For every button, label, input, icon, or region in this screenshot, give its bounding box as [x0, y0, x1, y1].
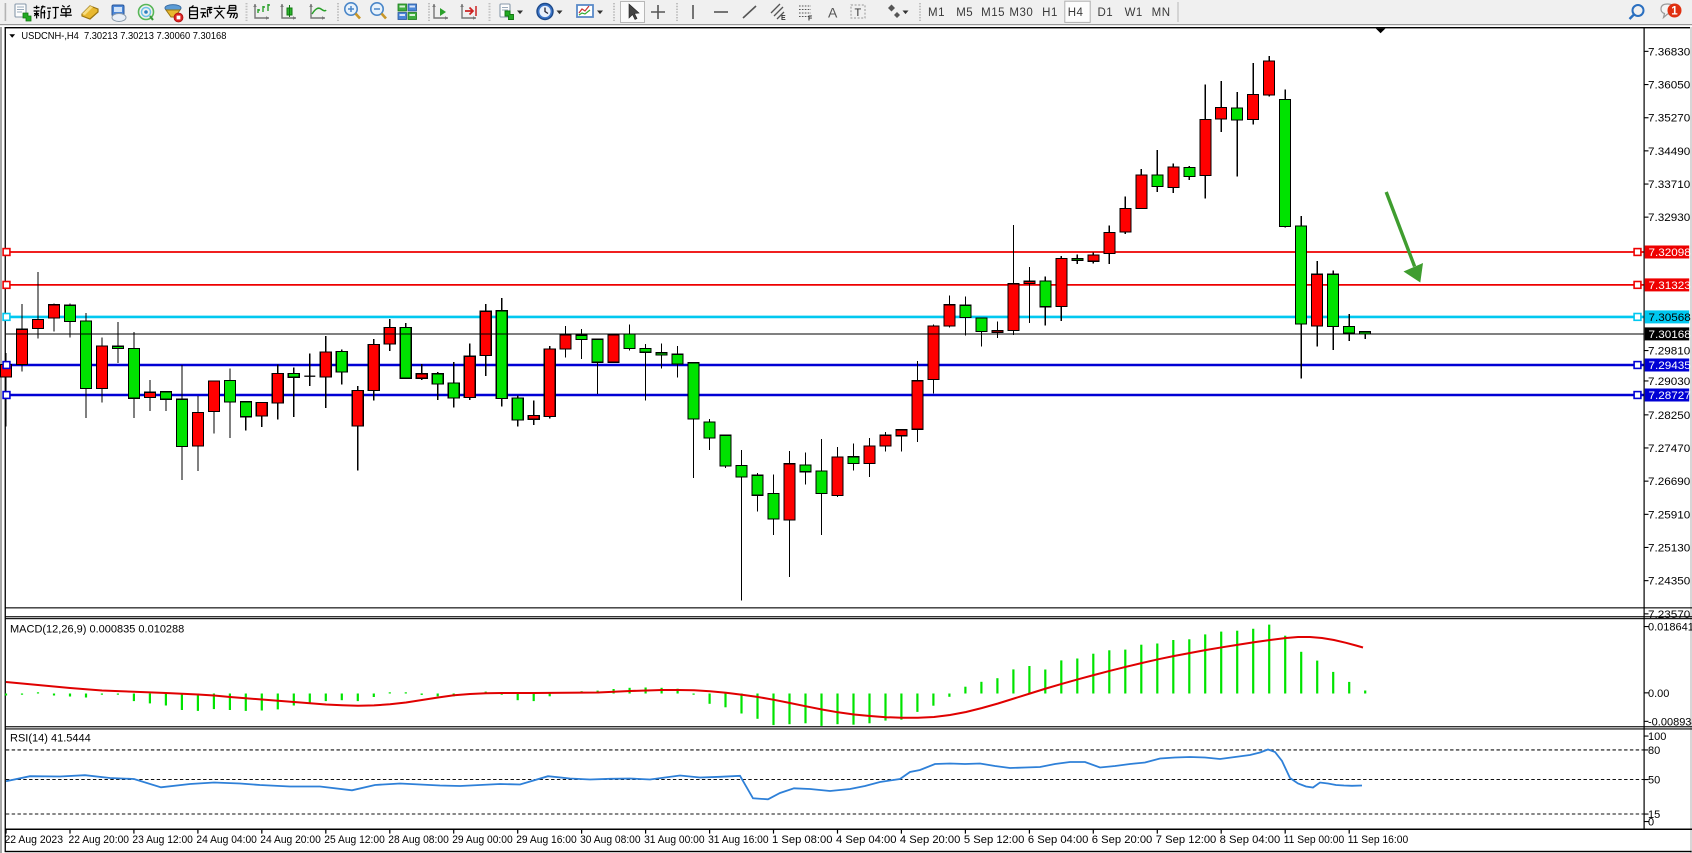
svg-text:T: T — [855, 7, 862, 19]
svg-text:4 Sep 20:00: 4 Sep 20:00 — [900, 834, 961, 846]
svg-text:23 Aug 12:00: 23 Aug 12:00 — [132, 834, 193, 846]
svg-text:D1: D1 — [1097, 7, 1113, 19]
svg-text:29 Aug 00:00: 29 Aug 00:00 — [452, 834, 513, 846]
svg-text:22 Aug 2023: 22 Aug 2023 — [5, 834, 64, 846]
svg-text:11 Sep 00:00: 11 Sep 00:00 — [1284, 834, 1345, 846]
svg-text:22 Aug 20:00: 22 Aug 20:00 — [69, 834, 130, 846]
svg-text:W1: W1 — [1125, 7, 1143, 19]
svg-text:A: A — [828, 5, 838, 21]
svg-text:7 Sep 12:00: 7 Sep 12:00 — [1156, 834, 1217, 846]
svg-text:1: 1 — [1671, 6, 1678, 18]
svg-text:7.29810: 7.29810 — [1648, 346, 1690, 358]
svg-text:7.27470: 7.27470 — [1648, 443, 1690, 455]
svg-text:MN: MN — [1152, 7, 1171, 19]
svg-text:M5: M5 — [956, 7, 973, 19]
svg-text:11 Sep 16:00: 11 Sep 16:00 — [1348, 834, 1409, 846]
svg-text:7.32098: 7.32098 — [1649, 247, 1691, 259]
svg-text:7.24350: 7.24350 — [1648, 576, 1690, 588]
svg-text:7.33710: 7.33710 — [1648, 179, 1690, 191]
svg-text:7.32930: 7.32930 — [1648, 212, 1690, 224]
svg-text:31 Aug 16:00: 31 Aug 16:00 — [708, 834, 769, 846]
svg-text:7.29030: 7.29030 — [1648, 376, 1690, 388]
svg-text:30 Aug 08:00: 30 Aug 08:00 — [580, 834, 641, 846]
svg-text:25 Aug 12:00: 25 Aug 12:00 — [324, 834, 385, 846]
svg-text:M15: M15 — [981, 7, 1005, 19]
svg-text:1 Sep 08:00: 1 Sep 08:00 — [772, 834, 833, 846]
svg-text:24 Aug 04:00: 24 Aug 04:00 — [196, 834, 257, 846]
svg-text:100: 100 — [1648, 731, 1666, 743]
svg-text:28 Aug 08:00: 28 Aug 08:00 — [388, 834, 449, 846]
svg-text:5 Sep 12:00: 5 Sep 12:00 — [964, 834, 1025, 846]
svg-text:24 Aug 20:00: 24 Aug 20:00 — [260, 834, 321, 846]
svg-text:7.26690: 7.26690 — [1648, 476, 1690, 488]
svg-text:80: 80 — [1648, 745, 1660, 757]
svg-text:7.29435: 7.29435 — [1649, 360, 1691, 372]
svg-text:7.30168: 7.30168 — [1649, 329, 1691, 341]
svg-text:USDCNH-,H4 7.30213 7.30213 7.: USDCNH-,H4 7.30213 7.30213 7.30060 7.301… — [21, 31, 226, 42]
svg-text:M1: M1 — [928, 7, 945, 19]
svg-text:0.00: 0.00 — [1648, 688, 1669, 700]
svg-text:-0.008934: -0.008934 — [1648, 716, 1692, 728]
svg-text:6 Sep 20:00: 6 Sep 20:00 — [1092, 834, 1153, 846]
svg-text:7.35270: 7.35270 — [1648, 113, 1690, 125]
svg-text:7.36830: 7.36830 — [1648, 46, 1690, 58]
svg-text:7.28727: 7.28727 — [1649, 390, 1691, 402]
svg-text:15: 15 — [1648, 809, 1660, 821]
svg-text:7.34490: 7.34490 — [1648, 146, 1690, 158]
svg-text:7.25910: 7.25910 — [1648, 509, 1690, 521]
svg-text:7.23570: 7.23570 — [1648, 609, 1690, 621]
svg-text:31 Aug 00:00: 31 Aug 00:00 — [644, 834, 705, 846]
svg-text:6 Sep 04:00: 6 Sep 04:00 — [1028, 834, 1089, 846]
svg-text:4 Sep 04:00: 4 Sep 04:00 — [836, 834, 897, 846]
svg-text:7.31323: 7.31323 — [1649, 280, 1691, 292]
svg-text:8 Sep 04:00: 8 Sep 04:00 — [1220, 834, 1281, 846]
svg-text:0.018641: 0.018641 — [1648, 622, 1692, 634]
svg-text:7.30568: 7.30568 — [1649, 312, 1691, 324]
svg-text:RSI(14) 41.5444: RSI(14) 41.5444 — [10, 733, 91, 745]
svg-text:E: E — [781, 15, 786, 22]
svg-text:7.25130: 7.25130 — [1648, 542, 1690, 554]
svg-text:7.36050: 7.36050 — [1648, 80, 1690, 92]
svg-text:H1: H1 — [1042, 7, 1058, 19]
svg-text:7.28250: 7.28250 — [1648, 410, 1690, 422]
svg-text:29 Aug 16:00: 29 Aug 16:00 — [516, 834, 577, 846]
svg-text:M30: M30 — [1009, 7, 1033, 19]
svg-text:H4: H4 — [1068, 7, 1084, 19]
svg-text:F: F — [808, 16, 813, 23]
svg-text:50: 50 — [1648, 775, 1660, 787]
svg-text:MACD(12,26,9) 0.000835 0.01028: MACD(12,26,9) 0.000835 0.010288 — [10, 624, 184, 636]
svg-text:0: 0 — [1648, 817, 1654, 829]
